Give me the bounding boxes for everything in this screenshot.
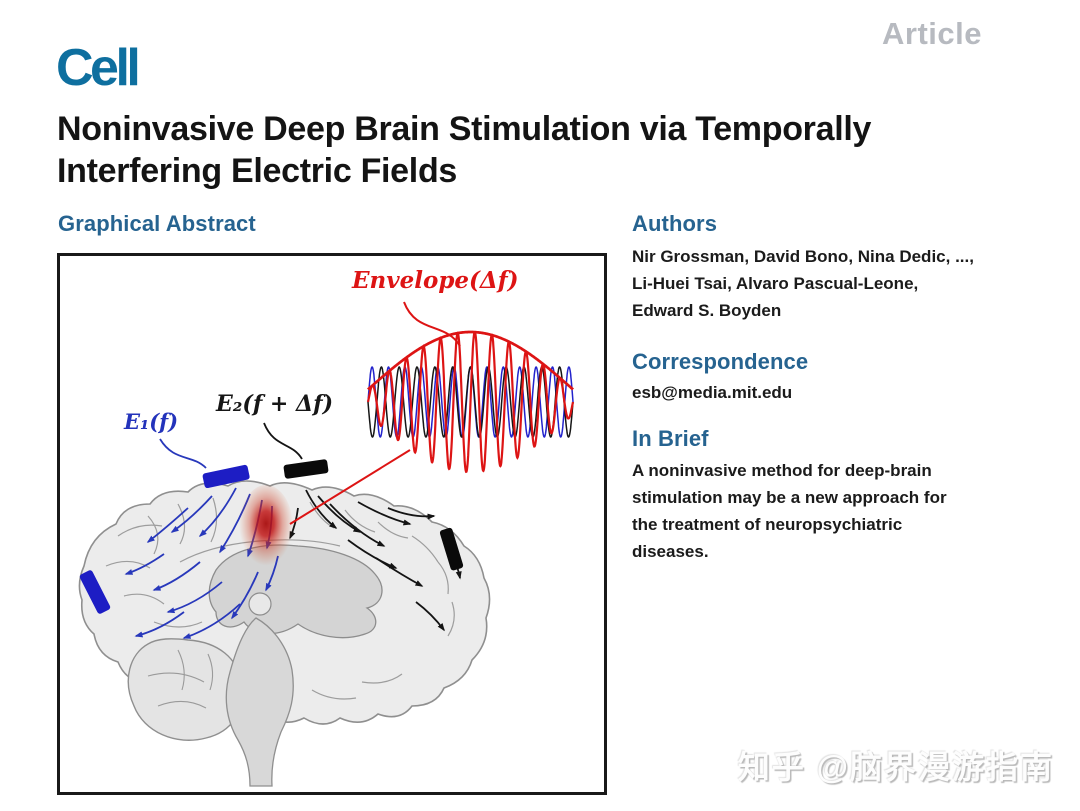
authors-line-1: Nir Grossman, David Bono, Nina Dedic, ..…: [632, 247, 974, 266]
cell-journal-logo: Cell: [56, 39, 141, 97]
in-brief-line-2: stimulation may be a new approach for: [632, 488, 947, 507]
electrode-black-right: [439, 527, 464, 571]
brain-stimulation-illustration: [78, 301, 575, 787]
authors-list: Nir Grossman, David Bono, Nina Dedic, ..…: [632, 243, 974, 324]
in-brief-line-4: diseases.: [632, 542, 709, 561]
authors-line-3: Edward S. Boyden: [632, 301, 782, 320]
correspondence-email: esb@media.mit.edu: [632, 383, 793, 402]
sagittal-brain: [78, 480, 491, 787]
thalamic-structure: [248, 592, 272, 616]
e2-leader-line: [263, 422, 303, 460]
electrode-black-top: [283, 459, 329, 479]
envelope-curve: [367, 330, 574, 391]
envelope-leader-line: [403, 301, 461, 347]
stimulation-hotspot: [239, 485, 293, 569]
article-type-badge: Article: [882, 16, 982, 51]
graphical-abstract-figure: Envelope(Δf) E₁(f) E₂(f + Δf): [57, 253, 607, 795]
envelope-label: Envelope(Δf): [352, 267, 519, 294]
hotspot-to-wave-connector: [289, 449, 411, 525]
authors-line-2: Li-Huei Tsai, Alvaro Pascual-Leone,: [632, 274, 919, 293]
interference-waveform: [366, 330, 575, 474]
graphical-abstract-heading: Graphical Abstract: [58, 211, 256, 236]
cerebellum-folds: [147, 649, 214, 709]
authors-heading: Authors: [632, 211, 718, 236]
title-line-1: Noninvasive Deep Brain Stimulation via T…: [57, 110, 872, 148]
e1-leader-line: [159, 438, 207, 469]
electrode-blue-left: [79, 570, 111, 614]
e1-field-label: E₁(f): [124, 409, 179, 434]
electrode-blue-top: [202, 464, 250, 489]
zhihu-watermark: 知乎 @脑界漫游指南: [737, 749, 1054, 785]
title-line-2: Interfering Electric Fields: [57, 152, 458, 190]
cerebellum: [127, 638, 244, 741]
brainstem: [225, 617, 294, 787]
in-brief-line-3: the treatment of neuropsychiatric: [632, 515, 903, 534]
correspondence-heading: Correspondence: [632, 349, 809, 374]
summed-beat-wave: [366, 330, 575, 474]
in-brief-heading: In Brief: [632, 426, 709, 451]
corpus-callosum-region: [208, 544, 383, 639]
gyri-sulci-lines: [105, 497, 455, 700]
e2-field-label: E₂(f + Δf): [216, 391, 333, 417]
in-brief-line-1: A noninvasive method for deep-brain: [632, 461, 932, 480]
paper-title: Noninvasive Deep Brain Stimulation via T…: [57, 108, 871, 192]
in-brief-text: A noninvasive method for deep-brain stim…: [632, 457, 947, 565]
